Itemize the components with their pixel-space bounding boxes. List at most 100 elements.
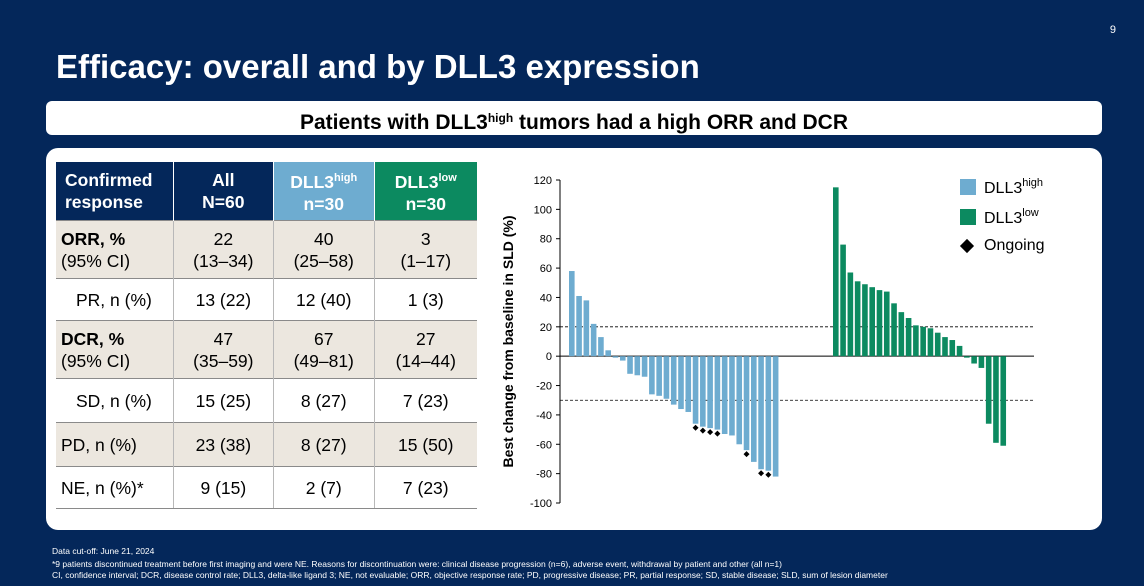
bar-low — [956, 345, 963, 357]
bar-low — [927, 328, 934, 357]
bar-low — [985, 356, 992, 424]
table-row-pd: PD, n (%) 23 (38) 8 (27) 15 (50) — [56, 422, 477, 467]
bar-high — [583, 300, 590, 357]
y-tick-label: -60 — [536, 439, 552, 451]
bar-low — [840, 244, 846, 357]
y-tick-label: 60 — [540, 263, 552, 275]
legend-label-low: DLL3 — [984, 210, 1023, 227]
y-tick-label: 0 — [546, 351, 552, 363]
bar-low — [862, 284, 868, 357]
header-dll3-high: DLL3high n=30 — [272, 162, 375, 221]
cell-low: 15 (50) — [373, 422, 477, 467]
bar-high — [612, 356, 619, 358]
row-label: SD, n (%) — [56, 378, 174, 423]
bar-high — [619, 356, 626, 361]
ongoing-marker — [765, 471, 772, 478]
banner-sup: high — [487, 111, 514, 125]
legend-swatch-high — [960, 179, 976, 195]
bar-high — [663, 356, 670, 399]
bar-low — [1000, 356, 1007, 446]
table-row-ne: NE, n (%)* 9 (15) 2 (7) 7 (23) — [56, 466, 477, 509]
table-row-sd: SD, n (%) 15 (25) 8 (27) 7 (23) — [56, 378, 477, 423]
y-tick-label: 120 — [534, 175, 552, 187]
bar-low — [905, 318, 912, 357]
bar-high — [627, 356, 633, 374]
cell-low: 7 (23) — [373, 378, 477, 423]
bar-low — [847, 272, 854, 357]
footnote-ne: *9 patients discontinued treatment befor… — [52, 559, 782, 569]
cell-high: 8 (27) — [272, 378, 375, 423]
bar-low — [993, 356, 999, 443]
ongoing-marker — [699, 427, 706, 434]
bar-high — [743, 356, 750, 451]
y-tick-label: -20 — [536, 381, 552, 393]
slide-number: 9 — [1109, 24, 1116, 36]
y-tick-label: -40 — [536, 410, 552, 422]
bar-low — [971, 356, 977, 364]
cell-high: 67 (49–81) — [272, 320, 375, 379]
bar-high — [576, 295, 582, 357]
bar-high — [772, 356, 779, 477]
ongoing-marker — [714, 430, 721, 437]
bar-low — [949, 340, 956, 357]
page-title: Efficacy: overall and by DLL3 expression — [56, 48, 700, 85]
cell-low: 27 (14–44) — [373, 320, 477, 379]
bar-low — [964, 356, 970, 358]
bar-high — [649, 356, 655, 395]
bar-high — [605, 350, 611, 357]
legend-sup-low: low — [1022, 207, 1039, 219]
cell-high: 2 (7) — [272, 466, 375, 509]
bar-low — [833, 187, 839, 357]
bar-low — [920, 326, 926, 357]
banner-text-pre: Patients with DLL3 — [299, 111, 488, 134]
header-dll3-low: DLL3low n=30 — [373, 162, 477, 221]
bar-low — [876, 290, 883, 357]
cell-all: 23 (38) — [172, 422, 274, 467]
bar-high — [590, 323, 597, 357]
ongoing-marker — [758, 470, 765, 477]
bar-low — [883, 291, 890, 357]
bar-high — [707, 356, 713, 429]
bar-low — [898, 312, 905, 357]
bar-low — [854, 281, 861, 357]
table-row-orr: ORR, % (95% CI) 22 (13–34) 40 (25–58) 3 (1–1… — [56, 220, 477, 279]
cell-all: 15 (25) — [172, 378, 274, 423]
bar-high — [598, 337, 604, 357]
row-label: NE, n (%)* — [56, 466, 174, 509]
response-table: Confirmed response All N=60 DLL3high n=30 D… — [56, 162, 477, 509]
legend-swatch-low — [960, 209, 976, 225]
bar-high — [714, 356, 721, 430]
key-message-banner: Patients with DLL3high tumors had a high… — [46, 101, 1102, 135]
bar-high — [685, 356, 692, 412]
cell-all: 13 (22) — [172, 278, 274, 321]
ongoing-marker — [743, 451, 750, 458]
bar-high — [721, 356, 728, 434]
row-label: PR, n (%) — [56, 278, 174, 321]
y-tick-label: 40 — [540, 292, 552, 304]
table-header-row: Confirmed response All N=60 DLL3high n=30 D… — [56, 162, 477, 221]
y-tick-label: 100 — [534, 204, 552, 216]
bar-high — [758, 356, 764, 470]
footnote-abbreviations: CI, confidence interval; DCR, disease co… — [52, 570, 888, 580]
cell-all: 9 (15) — [172, 466, 274, 509]
header-confirmed-response: Confirmed response — [56, 162, 174, 221]
bar-high — [641, 356, 648, 377]
bar-high — [751, 356, 757, 462]
bar-low — [942, 337, 948, 357]
cell-low: 7 (23) — [373, 466, 477, 509]
bar-high — [692, 356, 699, 424]
row-label: ORR, % (95% CI) — [56, 220, 174, 279]
table-row-pr: PR, n (%) 13 (22) 12 (40) 1 (3) — [56, 278, 477, 321]
bar-high — [656, 356, 662, 396]
bar-low — [978, 356, 985, 368]
bar-high — [634, 356, 641, 376]
waterfall-chart: 120 100 80 60 40 20 0 -20 -40 -60 -80 -100 Best chan… — [500, 175, 1034, 510]
banner-text-post: tumors had a high ORR and DCR — [513, 111, 849, 134]
cell-all: 47 (35–59) — [172, 320, 274, 379]
cell-high: 12 (40) — [272, 278, 375, 321]
y-tick-label: 20 — [540, 322, 552, 334]
bar-high — [700, 356, 706, 427]
bar-low — [869, 287, 875, 357]
bar-high — [729, 356, 735, 436]
table-row-dcr: DCR, % (95% CI) 47 (35–59) 67 (49–81) 27 (14… — [56, 320, 477, 379]
